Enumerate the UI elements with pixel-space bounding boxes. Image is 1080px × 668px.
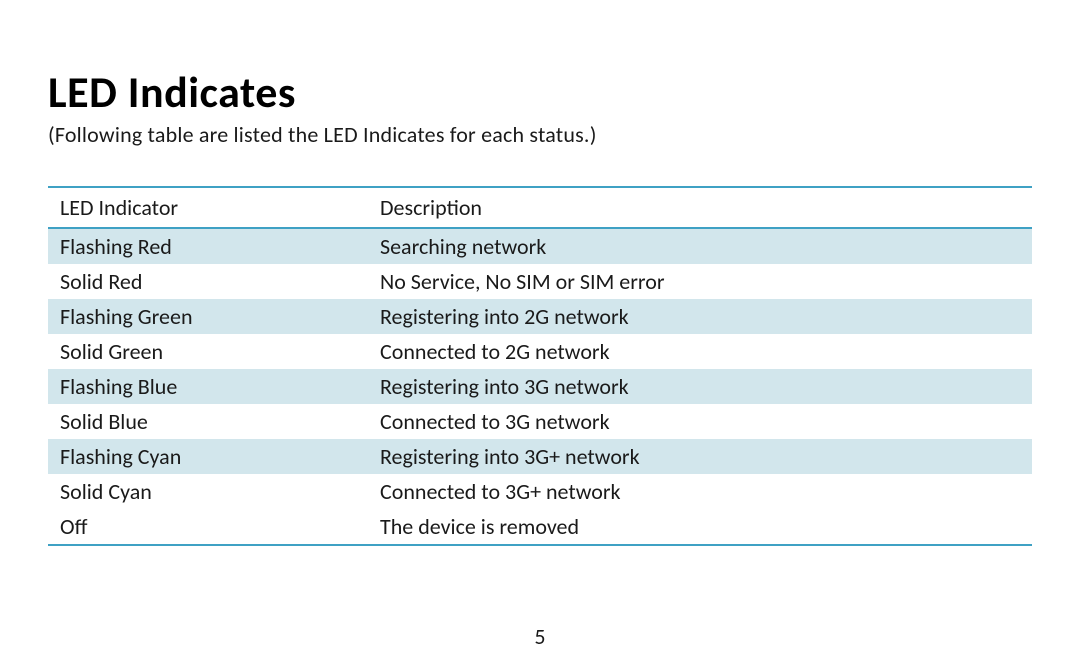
col-header-description: Description xyxy=(368,188,1032,228)
table-row: Flashing GreenRegistering into 2G networ… xyxy=(48,299,1032,334)
table-row: Solid GreenConnected to 2G network xyxy=(48,334,1032,369)
cell-indicator: Solid Cyan xyxy=(48,474,368,509)
cell-indicator: Flashing Green xyxy=(48,299,368,334)
led-table-wrap: LED Indicator Description Flashing RedSe… xyxy=(48,186,1032,546)
table-row: OffThe device is removed xyxy=(48,509,1032,544)
cell-indicator: Off xyxy=(48,509,368,544)
cell-indicator: Solid Blue xyxy=(48,404,368,439)
cell-indicator: Flashing Red xyxy=(48,228,368,264)
cell-indicator: Solid Red xyxy=(48,264,368,299)
cell-description: Searching network xyxy=(368,228,1032,264)
cell-description: Connected to 3G network xyxy=(368,404,1032,439)
cell-description: Connected to 3G+ network xyxy=(368,474,1032,509)
cell-indicator: Solid Green xyxy=(48,334,368,369)
cell-indicator: Flashing Blue xyxy=(48,369,368,404)
table-row: Flashing CyanRegistering into 3G+ networ… xyxy=(48,439,1032,474)
table-row: Solid CyanConnected to 3G+ network xyxy=(48,474,1032,509)
cell-description: Registering into 3G+ network xyxy=(368,439,1032,474)
col-header-indicator: LED Indicator xyxy=(48,188,368,228)
table-row: Solid RedNo Service, No SIM or SIM error xyxy=(48,264,1032,299)
cell-description: Connected to 2G network xyxy=(368,334,1032,369)
page-number: 5 xyxy=(0,623,1080,650)
page-title: LED Indicates xyxy=(48,65,1032,119)
cell-description: The device is removed xyxy=(368,509,1032,544)
table-row: Flashing RedSearching network xyxy=(48,228,1032,264)
cell-indicator: Flashing Cyan xyxy=(48,439,368,474)
table-row: Solid BlueConnected to 3G network xyxy=(48,404,1032,439)
page-subtitle: (Following table are listed the LED Indi… xyxy=(48,121,1032,148)
cell-description: Registering into 3G network xyxy=(368,369,1032,404)
table-header-row: LED Indicator Description xyxy=(48,188,1032,228)
table-row: Flashing BlueRegistering into 3G network xyxy=(48,369,1032,404)
cell-description: No Service, No SIM or SIM error xyxy=(368,264,1032,299)
cell-description: Registering into 2G network xyxy=(368,299,1032,334)
led-table: LED Indicator Description Flashing RedSe… xyxy=(48,188,1032,544)
